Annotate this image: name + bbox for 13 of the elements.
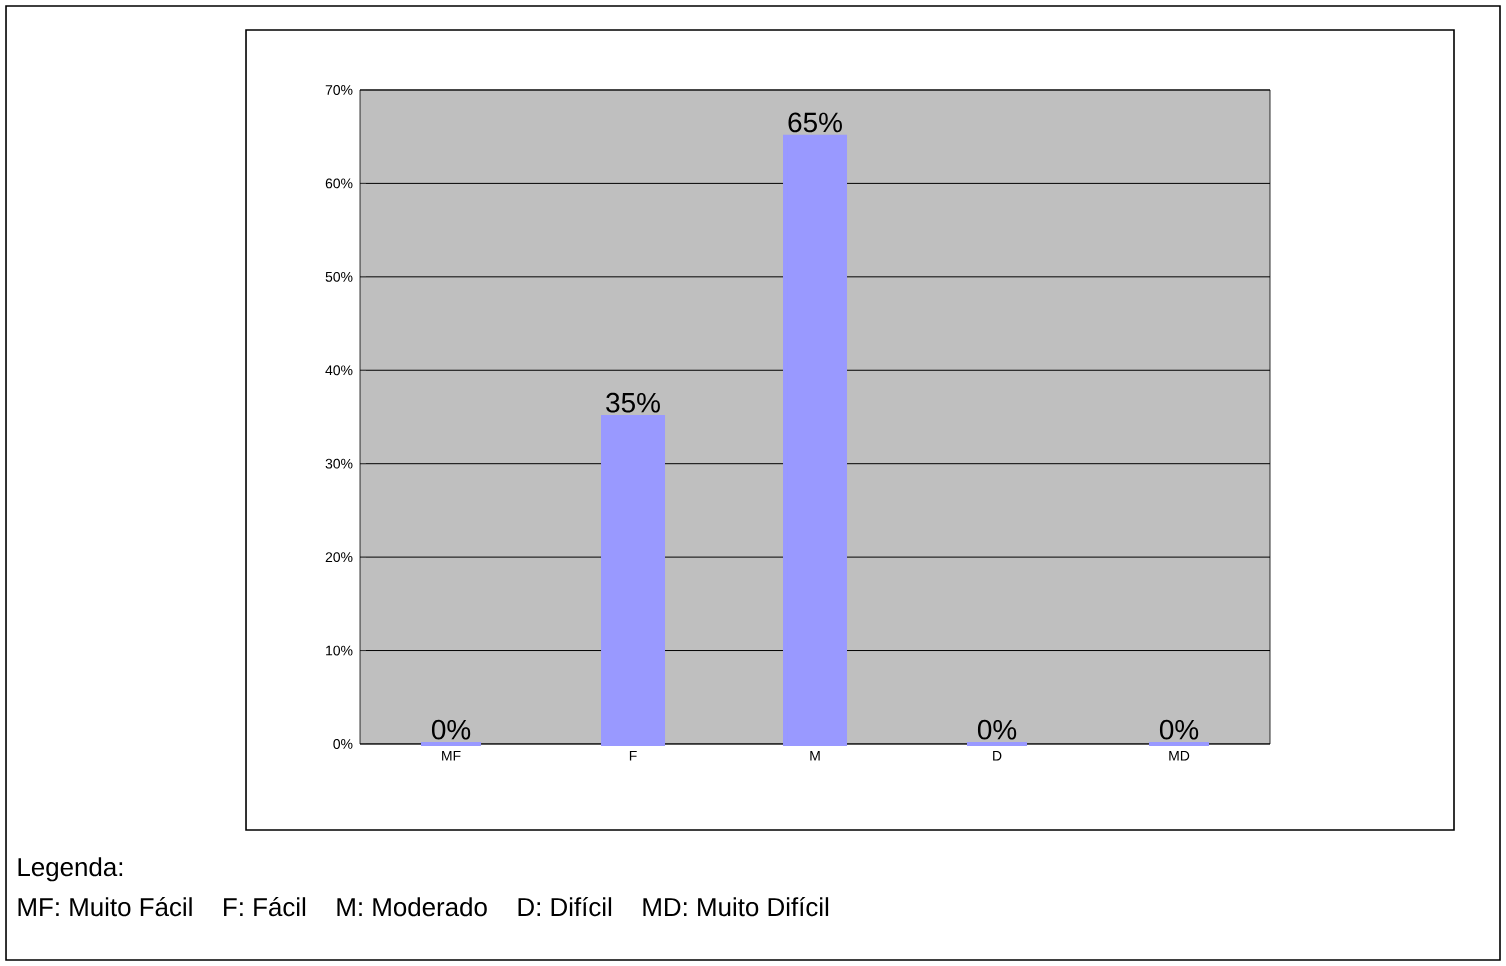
data-label: 0% <box>1159 719 1199 740</box>
bar <box>783 134 848 746</box>
data-label: 35% <box>606 392 660 413</box>
data-label: 65% <box>788 112 842 133</box>
text: MD: Muito Difícil <box>643 896 829 917</box>
text: MF: Muito Fácil <box>18 896 192 917</box>
text: F: Fácil <box>224 896 306 917</box>
bar <box>601 414 666 746</box>
text: M: Moderado <box>337 897 487 917</box>
text: Legenda: <box>18 857 123 882</box>
text: D: Difícil <box>518 896 612 917</box>
data-label: 0% <box>977 719 1017 740</box>
data-label: 0% <box>431 719 471 740</box>
